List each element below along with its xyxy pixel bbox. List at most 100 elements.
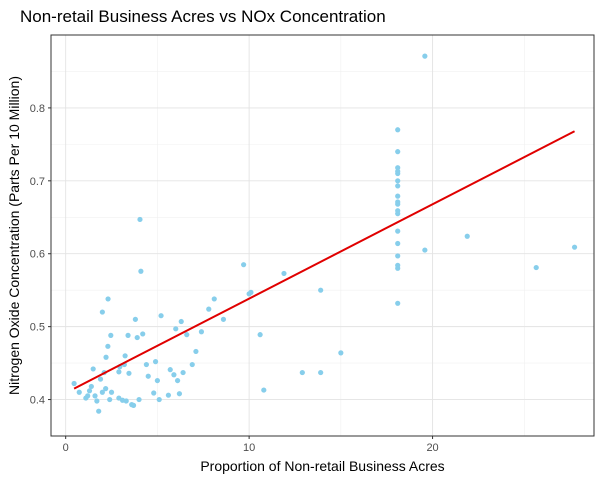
data-point — [151, 390, 157, 396]
data-point — [318, 287, 324, 293]
data-point — [171, 372, 177, 378]
data-point — [176, 391, 183, 397]
data-point — [422, 247, 428, 253]
data-point — [97, 376, 104, 382]
data-point — [395, 168, 401, 174]
data-point — [138, 268, 144, 274]
data-point — [103, 354, 109, 360]
data-point — [92, 393, 98, 399]
data-point — [154, 377, 160, 384]
data-point — [152, 359, 159, 365]
data-point — [108, 332, 114, 338]
data-point — [156, 396, 162, 403]
data-point — [137, 216, 143, 223]
data-point — [173, 326, 179, 332]
data-point — [533, 264, 539, 271]
data-point — [206, 306, 212, 312]
y-axis-ticks: 0.4 0.5 0.6 0.7 0.8 — [30, 103, 51, 407]
trend-line — [73, 130, 576, 390]
data-point — [248, 289, 254, 295]
data-point — [143, 361, 149, 368]
y-tick-label: 0.4 — [30, 395, 45, 407]
data-point — [94, 398, 100, 404]
data-point — [338, 350, 344, 356]
data-point — [395, 183, 401, 189]
data-point — [318, 369, 324, 376]
data-point — [261, 387, 267, 393]
data-point — [99, 309, 105, 315]
data-point — [395, 149, 401, 155]
data-point — [132, 316, 138, 322]
data-point — [189, 361, 195, 368]
data-point — [395, 193, 401, 199]
data-point — [125, 332, 131, 338]
data-point — [71, 380, 77, 387]
data-point — [122, 353, 128, 359]
data-point — [395, 228, 401, 234]
data-point — [130, 402, 137, 408]
x-axis-ticks: 0 10 20 — [63, 436, 439, 454]
data-point — [96, 408, 102, 414]
data-point — [395, 165, 401, 171]
data-point — [136, 396, 142, 403]
y-tick-label: 0.5 — [30, 322, 45, 334]
data-point — [108, 389, 115, 395]
data-point — [571, 244, 578, 250]
data-point — [395, 240, 401, 247]
data-point — [116, 369, 122, 375]
data-point — [395, 178, 401, 184]
data-point — [395, 208, 401, 214]
data-point — [123, 398, 129, 404]
data-point — [395, 199, 401, 205]
data-point — [90, 366, 96, 372]
data-point — [174, 377, 181, 384]
data-point — [165, 392, 172, 398]
data-point — [395, 253, 401, 259]
data-point — [241, 262, 247, 268]
x-axis-title: Proportion of Non-retail Business Acres — [200, 458, 444, 474]
data-point — [180, 369, 186, 376]
data-point — [422, 53, 428, 59]
x-tick-label: 10 — [243, 442, 255, 454]
y-tick-label: 0.6 — [30, 249, 45, 261]
data-point — [299, 369, 305, 376]
grid-major — [51, 35, 594, 436]
y-tick-label: 0.8 — [30, 103, 45, 115]
panel-border — [50, 34, 595, 437]
data-point — [395, 262, 401, 268]
data-point — [281, 270, 287, 277]
trend-line-group — [73, 130, 576, 390]
y-tick-label: 0.7 — [30, 176, 45, 188]
data-point — [134, 334, 140, 341]
data-point — [220, 316, 227, 322]
chart-title: Non-retail Business Acres vs NOx Concent… — [20, 7, 386, 26]
data-point — [193, 348, 199, 355]
data-point — [395, 300, 401, 306]
data-point — [105, 296, 111, 302]
data-point — [99, 389, 105, 395]
data-point — [76, 389, 82, 395]
data-point — [257, 332, 263, 338]
data-point — [107, 396, 113, 403]
data-point — [140, 331, 146, 337]
data-point — [103, 386, 109, 392]
y-axis-title: Nitrogen Oxide Concentration (Parts Per … — [6, 76, 22, 395]
data-point — [158, 313, 164, 319]
data-point — [167, 367, 173, 373]
data-point — [464, 233, 470, 239]
data-point — [184, 332, 190, 338]
x-tick-label: 20 — [426, 442, 438, 454]
data-point — [88, 383, 94, 390]
data-point — [145, 373, 151, 379]
data-point — [86, 388, 93, 394]
x-tick-label: 0 — [63, 442, 69, 454]
data-point — [198, 329, 205, 335]
data-point — [211, 296, 217, 302]
data-point — [178, 318, 184, 325]
data-point — [85, 393, 91, 399]
data-point — [126, 370, 132, 376]
data-point — [105, 343, 111, 349]
data-point — [395, 127, 401, 133]
